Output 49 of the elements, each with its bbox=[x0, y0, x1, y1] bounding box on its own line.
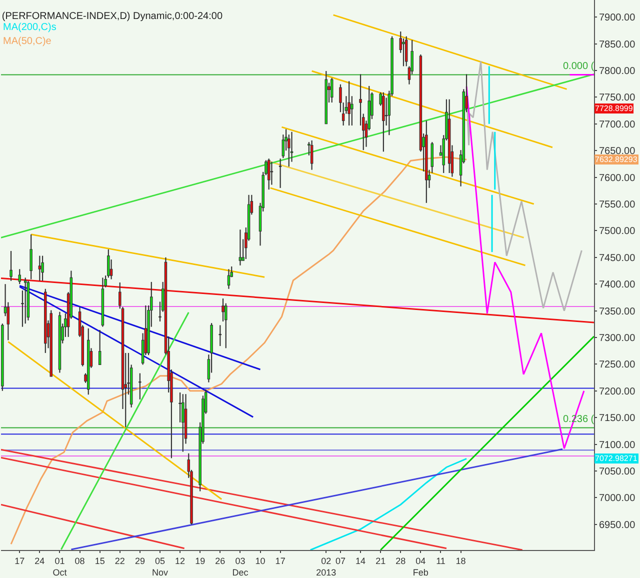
text: MA(50,C)e bbox=[3, 36, 52, 47]
y-tick-label: 7700.00 bbox=[599, 119, 636, 130]
x-tick-label: 29 bbox=[134, 556, 145, 566]
text: 7072.98271 bbox=[595, 454, 638, 463]
x-tick-label: 21 bbox=[376, 556, 386, 566]
y-tick-label: 7150.00 bbox=[599, 413, 636, 424]
y-tick-label: 7650.00 bbox=[599, 146, 636, 158]
text: (PERFORMANCE-INDEX,D) Dynamic,0:00-24:00 bbox=[2, 11, 223, 22]
y-tick-label: 7000.00 bbox=[599, 493, 636, 504]
x-tick-label: 03 Dec bbox=[232, 556, 249, 578]
x-tick-label: 12 bbox=[175, 556, 186, 566]
x-tick-label: 04 Feb bbox=[412, 556, 428, 578]
y-tick-label: 7500.00 bbox=[599, 226, 636, 238]
x-tick-label: 05 Nov bbox=[152, 556, 168, 578]
y-tick-label: 7400.00 bbox=[599, 280, 636, 291]
x-tick-label: 01 Oct bbox=[52, 556, 68, 578]
x-tick-label: 02 2013 bbox=[316, 556, 336, 578]
x-tick-label: 19 bbox=[195, 556, 206, 566]
x-tick-label: 08 bbox=[74, 556, 85, 566]
y-tick-label: 7350.00 bbox=[599, 306, 636, 318]
x-tick-label: 17 bbox=[275, 556, 286, 566]
y-tick-label: 7850.00 bbox=[599, 39, 636, 50]
y-tick-label: 7800.00 bbox=[599, 66, 636, 77]
x-tick-label: 17 bbox=[14, 556, 25, 566]
x-tick-label: 22 bbox=[114, 556, 125, 566]
y-tick-label: 7050.00 bbox=[599, 466, 636, 478]
x-tick-label: 28 bbox=[396, 556, 406, 566]
text: MA(200,C)s bbox=[3, 22, 56, 33]
x-tick-label: 14 bbox=[356, 556, 366, 566]
y-tick-label: 7550.00 bbox=[599, 199, 636, 210]
y-tick-label: 7750.00 bbox=[599, 92, 636, 104]
x-tick-label: 07 bbox=[335, 556, 346, 566]
x-tick-label: 26 bbox=[215, 556, 226, 566]
x-tick-label: 10 bbox=[255, 556, 266, 566]
x-tick-label: 15 bbox=[94, 556, 105, 566]
y-tick-label: 6950.00 bbox=[599, 520, 636, 531]
annotation: 0.000 ( bbox=[563, 61, 595, 72]
text: 7632.89293 bbox=[595, 155, 638, 164]
y-tick-label: 7300.00 bbox=[599, 332, 636, 344]
y-tick-label: 7600.00 bbox=[599, 172, 636, 184]
y-tick-label: 7900.00 bbox=[599, 12, 636, 24]
text: 7728.8999 bbox=[595, 104, 634, 113]
x-tick-label: 24 bbox=[34, 556, 45, 566]
y-tick-label: 7450.00 bbox=[599, 252, 636, 264]
x-tick-label: 18 bbox=[456, 556, 466, 566]
y-tick-label: 7100.00 bbox=[599, 440, 636, 451]
y-tick-label: 7200.00 bbox=[599, 386, 636, 398]
y-tick-label: 7250.00 bbox=[599, 360, 636, 371]
x-tick-label: 11 bbox=[436, 556, 446, 566]
